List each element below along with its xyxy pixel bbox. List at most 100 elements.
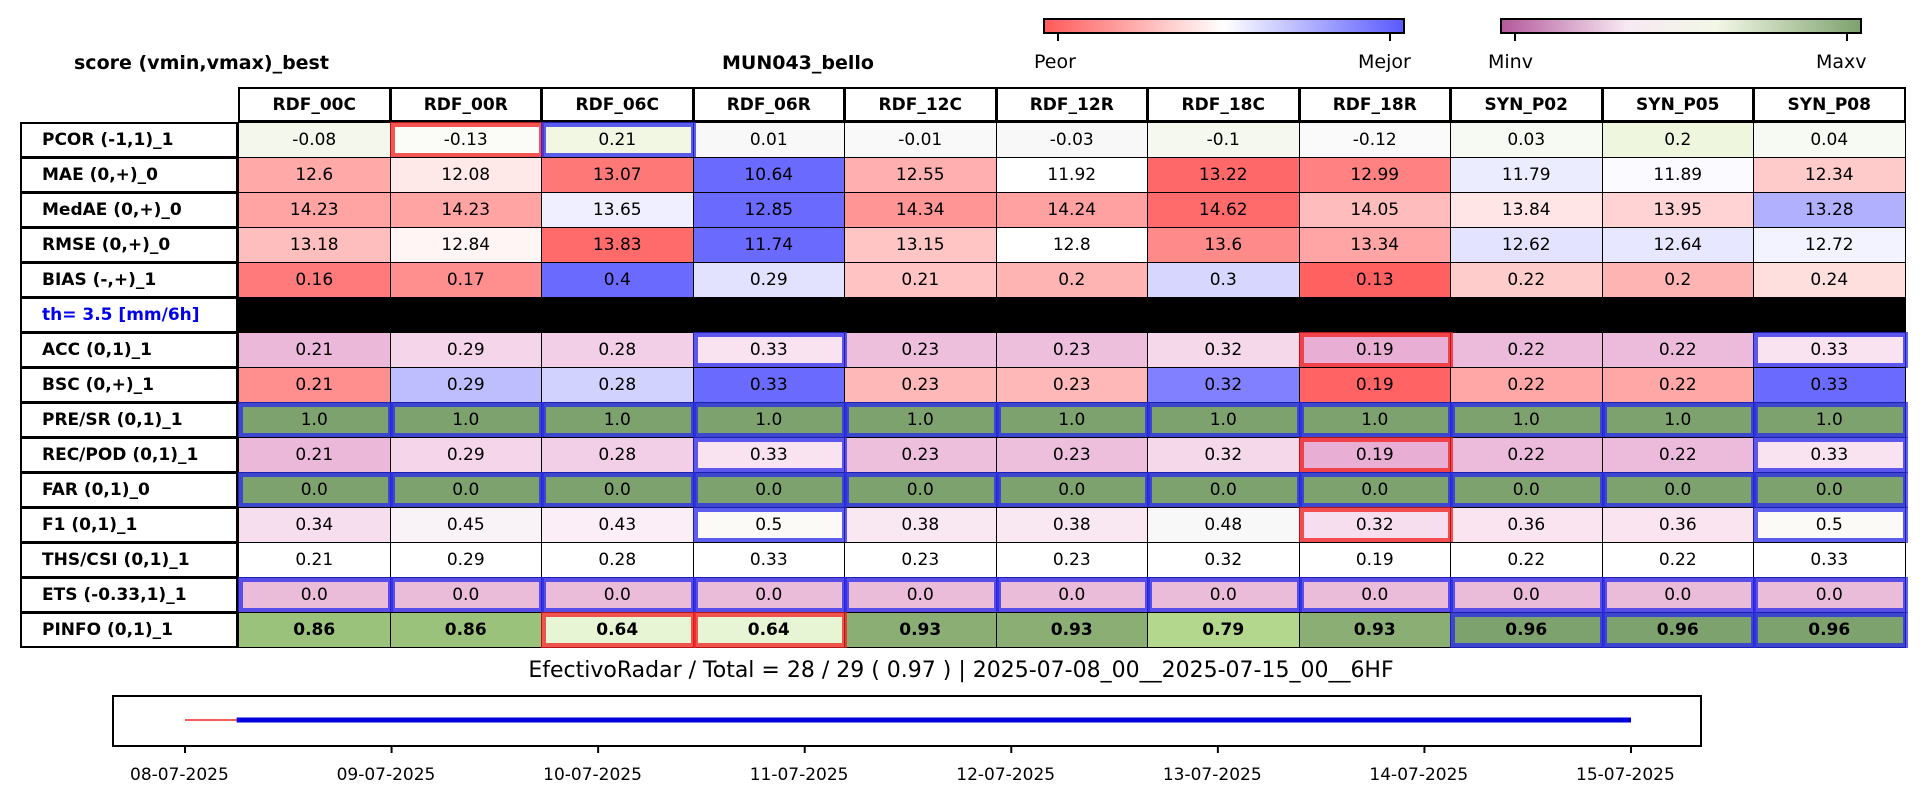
table-cell: 13.07 <box>541 157 694 193</box>
table-cell: 0.28 <box>541 367 694 403</box>
table-cell: 0.5 <box>1753 507 1906 543</box>
table-cell: 0.21 <box>238 332 391 368</box>
table-cell: 11.79 <box>1450 157 1603 193</box>
footer-summary: EfectivoRadar / Total = 28 / 29 ( 0.97 )… <box>528 658 1394 683</box>
colorbar1-left-tick <box>1057 34 1059 41</box>
table-cell: 0.33 <box>1753 542 1906 578</box>
timeline-date-label: 12-07-2025 <box>956 765 1056 785</box>
table-cell: 0.22 <box>1601 367 1754 403</box>
table-cell: 0.0 <box>389 577 542 613</box>
table-cell: 0.34 <box>238 507 391 543</box>
table-cell: -0.01 <box>844 122 997 158</box>
table-cell: 0.22 <box>1450 262 1603 298</box>
table-cell: 0.45 <box>389 507 542 543</box>
table-cell: 14.23 <box>238 192 391 228</box>
row-header: PINFO (0,1)_1 <box>20 612 238 648</box>
table-cell: 12.84 <box>389 227 542 263</box>
table-cell: -0.08 <box>238 122 391 158</box>
timeline-date-label: 13-07-2025 <box>1162 765 1262 785</box>
table-cell: 14.05 <box>1298 192 1451 228</box>
table-cell: 0.93 <box>1298 612 1451 648</box>
table-cell: 0.32 <box>1147 332 1300 368</box>
table-cell: -0.13 <box>389 122 542 158</box>
table-cell: 13.18 <box>238 227 391 263</box>
table-cell: 0.93 <box>995 612 1148 648</box>
table-cell: 0.22 <box>1450 332 1603 368</box>
column-header: SYN_P02 <box>1450 87 1603 122</box>
table-cell: 0.29 <box>389 437 542 473</box>
table-cell: 0.23 <box>995 437 1148 473</box>
chart-title-center: MUN043_bello <box>722 52 874 74</box>
colorbar2-right-label: Maxv <box>1816 51 1867 73</box>
table-cell: 14.62 <box>1147 192 1300 228</box>
table-cell: 0.0 <box>1147 577 1300 613</box>
table-cell: 0.4 <box>541 262 694 298</box>
table-cell: 0.23 <box>995 367 1148 403</box>
table-cell: 13.6 <box>1147 227 1300 263</box>
table-cell: 1.0 <box>692 402 845 438</box>
row-header: MAE (0,+)_0 <box>20 157 238 193</box>
table-cell: 0.33 <box>1753 367 1906 403</box>
table-cell: 12.8 <box>995 227 1148 263</box>
table-cell: 12.72 <box>1753 227 1906 263</box>
table-cell: 12.99 <box>1298 157 1451 193</box>
row-header: F1 (0,1)_1 <box>20 507 238 543</box>
table-cell: 11.89 <box>1601 157 1754 193</box>
column-header: RDF_18C <box>1147 87 1300 122</box>
table-cell: 0.38 <box>995 507 1148 543</box>
table-cell: 0.2 <box>1601 262 1754 298</box>
colorbar-peor-mejor <box>1043 18 1405 34</box>
table-cell: 0.22 <box>1450 367 1603 403</box>
table-cell: 12.34 <box>1753 157 1906 193</box>
row-header: ETS (-0.33,1)_1 <box>20 577 238 613</box>
column-header: SYN_P05 <box>1601 87 1754 122</box>
table-cell: 0.17 <box>389 262 542 298</box>
table-cell: 0.86 <box>238 612 391 648</box>
table-cell: 0.64 <box>541 612 694 648</box>
column-header: RDF_06C <box>541 87 694 122</box>
table-cell: 1.0 <box>1147 402 1300 438</box>
table-cell: 0.0 <box>1450 577 1603 613</box>
column-header: RDF_00C <box>238 87 391 122</box>
table-cell: 12.6 <box>238 157 391 193</box>
timeline-panel <box>112 695 1702 747</box>
table-cell: 0.21 <box>238 542 391 578</box>
table-cell: 11.74 <box>692 227 845 263</box>
row-header: FAR (0,1)_0 <box>20 472 238 508</box>
table-cell: 0.96 <box>1450 612 1603 648</box>
column-header: RDF_00R <box>389 87 542 122</box>
timeline-date-label: 14-07-2025 <box>1369 765 1469 785</box>
table-cell: 0.24 <box>1753 262 1906 298</box>
column-header: SYN_P08 <box>1753 87 1906 122</box>
table-cell: 0.21 <box>844 262 997 298</box>
colorbar1-left-label: Peor <box>1034 51 1076 73</box>
table-cell: 0.21 <box>238 437 391 473</box>
table-cell: 0.29 <box>692 262 845 298</box>
row-header: PCOR (-1,1)_1 <box>20 122 238 158</box>
timeline-date-label: 09-07-2025 <box>336 765 436 785</box>
table-cell: 0.22 <box>1450 437 1603 473</box>
colorbar2-right-tick <box>1846 34 1848 41</box>
table-cell: 13.34 <box>1298 227 1451 263</box>
table-cell: 0.28 <box>541 437 694 473</box>
table-cell: 0.86 <box>389 612 542 648</box>
table-cell: 1.0 <box>995 402 1148 438</box>
colorbar1-right-label: Mejor <box>1358 51 1411 73</box>
table-cell: 1.0 <box>238 402 391 438</box>
table-cell: 0.32 <box>1147 542 1300 578</box>
table-cell: 0.29 <box>389 367 542 403</box>
table-cell: 13.28 <box>1753 192 1906 228</box>
table-cell: 0.23 <box>844 542 997 578</box>
row-header: th= 3.5 [mm/6h] <box>20 297 238 333</box>
table-cell: 0.3 <box>1147 262 1300 298</box>
table-cell: 0.22 <box>1450 542 1603 578</box>
table-cell: 0.33 <box>692 542 845 578</box>
table-cell: 13.95 <box>1601 192 1754 228</box>
chart-title-left: score (vmin,vmax)_best <box>74 52 329 74</box>
table-cell: 12.55 <box>844 157 997 193</box>
table-cell: 0.0 <box>1753 472 1906 508</box>
table-cell: 0.28 <box>541 332 694 368</box>
colorbar-minv-maxv <box>1500 18 1862 34</box>
table-cell: 0.0 <box>692 472 845 508</box>
